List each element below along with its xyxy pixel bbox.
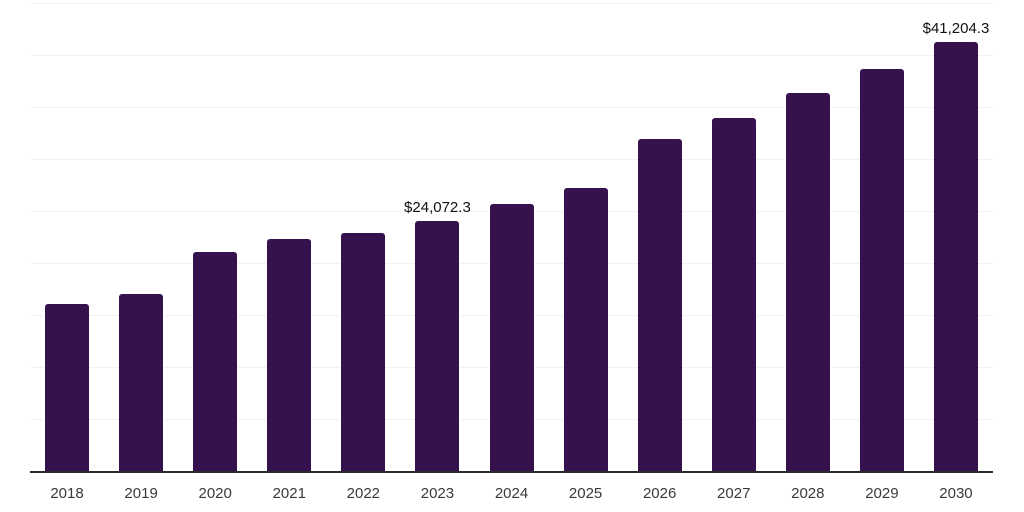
x-tick-label-2027: 2027 [717, 485, 751, 502]
bar-2028 [785, 93, 830, 471]
x-tick-label-2018: 2018 [50, 485, 84, 502]
bar-2021 [267, 239, 312, 471]
bar-slot-2026 [623, 3, 697, 471]
gridline [30, 107, 993, 108]
x-tick-label-2022: 2022 [346, 485, 381, 502]
bar-slot-2028 [771, 3, 845, 471]
bar-slot-2030: $41,204.3 [919, 3, 993, 471]
x-axis-labels: 2018 2019 2020 2021 2022 2023 2024 2025 2026 2027… [30, 473, 993, 501]
x-tick-label-2028: 2028 [791, 485, 825, 502]
bar-slot-2029 [845, 3, 919, 471]
x-tick-label-2024: 2024 [494, 485, 529, 502]
bar-value-label-2023: $24,072.3 [404, 198, 471, 216]
x-tick-label-2020: 2020 [198, 485, 232, 502]
bar-slot-2022 [326, 3, 400, 471]
gridline [30, 3, 993, 4]
x-tick-label-2026: 2026 [642, 485, 677, 502]
x-tick-label-2019: 2019 [124, 485, 158, 502]
x-axis-line [30, 471, 993, 473]
bar-2020 [193, 251, 238, 471]
bar-2023 [415, 220, 460, 471]
bar-2025 [563, 188, 608, 471]
gridline [30, 55, 993, 56]
x-tick-label-2025: 2025 [568, 485, 603, 502]
x-tick-label-2021: 2021 [272, 485, 306, 502]
bar-2018 [45, 303, 90, 471]
x-tick-label-2029: 2029 [865, 485, 899, 502]
bar-slot-2024 [474, 3, 548, 471]
bar-2029 [859, 68, 904, 471]
bar-slot-2020 [178, 3, 252, 471]
gridline [30, 159, 993, 160]
plot-area: $24,072.3 $41,204.3 [30, 3, 993, 473]
bar-slot-2018 [30, 3, 104, 471]
bar-2019 [119, 294, 164, 471]
bar-2027 [711, 118, 756, 471]
bars-container: $24,072.3 $41,204.3 [30, 3, 993, 471]
x-tick-label-2030: 2030 [939, 485, 973, 502]
bar-slot-2023: $24,072.3 [400, 3, 474, 471]
x-tick-label-2023: 2023 [420, 485, 455, 502]
bar-2022 [341, 232, 386, 471]
bar-slot-2021 [252, 3, 326, 471]
bar-slot-2019 [104, 3, 178, 471]
bar-2030 [933, 42, 978, 471]
bar-slot-2025 [549, 3, 623, 471]
bar-2026 [637, 139, 682, 471]
bar-value-label-2030: $41,204.3 [922, 20, 990, 38]
bar-slot-2027 [697, 3, 771, 471]
bar-2024 [489, 204, 534, 471]
